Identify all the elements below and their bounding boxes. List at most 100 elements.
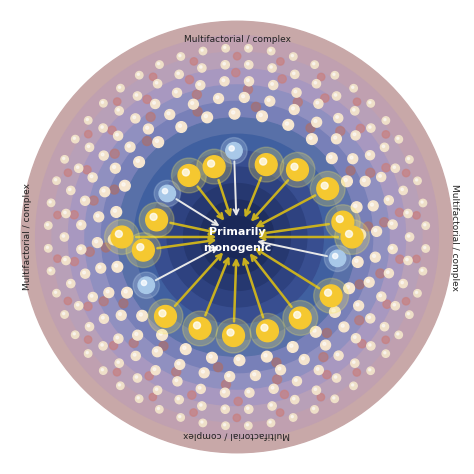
Circle shape: [346, 285, 349, 289]
Circle shape: [146, 112, 155, 121]
Circle shape: [232, 69, 240, 77]
Text: Primarily: Primarily: [209, 227, 265, 237]
Circle shape: [111, 207, 122, 217]
Circle shape: [54, 211, 61, 219]
Circle shape: [246, 407, 249, 410]
Circle shape: [102, 189, 105, 192]
Circle shape: [62, 210, 70, 218]
Circle shape: [183, 183, 291, 291]
Circle shape: [283, 301, 318, 336]
Circle shape: [280, 152, 315, 187]
Circle shape: [185, 75, 194, 84]
Circle shape: [402, 298, 410, 305]
Circle shape: [334, 376, 337, 378]
Circle shape: [104, 219, 139, 255]
Circle shape: [312, 80, 320, 88]
Circle shape: [177, 414, 184, 421]
Circle shape: [81, 269, 90, 278]
Circle shape: [335, 219, 370, 255]
Circle shape: [134, 134, 340, 340]
Circle shape: [260, 158, 267, 165]
Circle shape: [350, 84, 357, 92]
Circle shape: [391, 164, 400, 173]
Circle shape: [106, 290, 109, 293]
Circle shape: [114, 131, 123, 140]
Circle shape: [135, 94, 137, 96]
Circle shape: [53, 177, 60, 184]
Circle shape: [138, 277, 155, 293]
Circle shape: [179, 55, 181, 57]
Text: Multifactorial / complex: Multifactorial / complex: [23, 183, 32, 291]
Circle shape: [113, 165, 116, 168]
Circle shape: [60, 233, 69, 241]
Circle shape: [355, 229, 365, 240]
Circle shape: [62, 235, 64, 237]
Circle shape: [198, 386, 201, 389]
Circle shape: [404, 256, 412, 264]
Circle shape: [317, 393, 325, 401]
Circle shape: [314, 82, 317, 84]
Circle shape: [357, 232, 361, 235]
Circle shape: [369, 126, 371, 128]
Circle shape: [227, 329, 234, 336]
Circle shape: [332, 374, 341, 382]
Circle shape: [351, 131, 360, 140]
Circle shape: [232, 111, 235, 114]
Circle shape: [380, 143, 389, 151]
Circle shape: [62, 256, 70, 264]
Circle shape: [287, 342, 298, 352]
Circle shape: [331, 134, 341, 144]
Circle shape: [118, 312, 121, 316]
Circle shape: [49, 201, 51, 203]
Circle shape: [367, 342, 375, 350]
Circle shape: [84, 130, 92, 138]
Circle shape: [113, 369, 121, 376]
Circle shape: [101, 316, 104, 319]
Circle shape: [367, 124, 375, 132]
Circle shape: [306, 123, 315, 132]
Circle shape: [292, 107, 294, 110]
Circle shape: [149, 73, 157, 81]
Circle shape: [177, 72, 179, 74]
Circle shape: [366, 280, 369, 283]
Circle shape: [321, 182, 328, 189]
Circle shape: [363, 179, 365, 182]
Circle shape: [355, 316, 364, 325]
Circle shape: [69, 188, 71, 191]
Circle shape: [265, 96, 275, 106]
Circle shape: [72, 136, 79, 143]
Circle shape: [117, 84, 124, 92]
Circle shape: [256, 320, 278, 342]
Circle shape: [249, 147, 283, 182]
Circle shape: [70, 257, 79, 265]
Circle shape: [348, 154, 358, 164]
Circle shape: [264, 354, 267, 357]
Circle shape: [122, 287, 132, 298]
Circle shape: [273, 375, 282, 384]
Circle shape: [331, 395, 338, 402]
Circle shape: [79, 247, 82, 250]
Circle shape: [96, 214, 99, 217]
Circle shape: [419, 267, 427, 275]
Circle shape: [323, 371, 331, 379]
Circle shape: [47, 199, 55, 207]
Circle shape: [229, 146, 234, 151]
Circle shape: [133, 354, 136, 356]
Circle shape: [76, 303, 79, 306]
Circle shape: [72, 331, 79, 338]
Circle shape: [67, 280, 75, 288]
Circle shape: [280, 390, 289, 399]
Circle shape: [83, 166, 91, 174]
Circle shape: [379, 174, 382, 177]
Circle shape: [351, 107, 359, 115]
Circle shape: [115, 230, 122, 237]
Circle shape: [167, 112, 170, 115]
Circle shape: [63, 312, 65, 315]
Circle shape: [111, 226, 133, 248]
Circle shape: [293, 98, 302, 107]
Circle shape: [334, 136, 337, 139]
Circle shape: [119, 181, 130, 191]
Circle shape: [76, 166, 79, 168]
Circle shape: [344, 178, 347, 182]
Circle shape: [421, 269, 423, 271]
